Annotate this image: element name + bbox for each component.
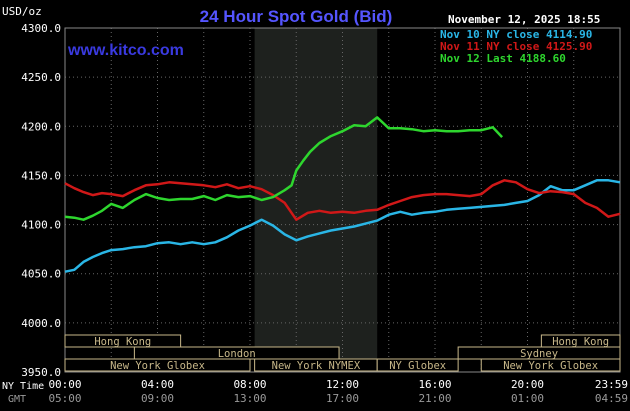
session-box — [480, 358, 621, 372]
legend: Nov 10 NY close 4114.90 Nov 11 NY close … — [440, 28, 592, 65]
session-box — [64, 334, 182, 348]
grid-lines — [64, 27, 621, 373]
x-tick-label-ny: 23:59 — [595, 378, 628, 391]
x-tick-label-ny: 08:00 — [233, 378, 266, 391]
y-tick-label: 4050.0 — [21, 268, 61, 281]
y-tick-label: 4150.0 — [21, 169, 61, 182]
series-line-nov11 — [64, 179, 621, 221]
watermark: www.kitco.com — [67, 42, 184, 59]
y-tick-label: 4200.0 — [21, 120, 61, 133]
y-tick-label: 4300.0 — [21, 22, 61, 35]
x-tick-label-gmt: 01:00 — [511, 392, 544, 405]
y-tick-label: 4000.0 — [21, 317, 61, 330]
plot-frame — [64, 27, 621, 373]
price-series — [64, 116, 621, 273]
session-label: Sydney — [520, 348, 558, 360]
ny-time-label: NY Time — [2, 381, 44, 392]
x-tick-label-ny: 20:00 — [511, 378, 544, 391]
y-tick-label: 3950.0 — [21, 366, 61, 379]
session-box — [376, 358, 459, 372]
x-tick-label-gmt: 05:00 — [48, 392, 81, 405]
chart-title: 24 Hour Spot Gold (Bid) — [200, 7, 393, 26]
gmt-label: GMT — [8, 394, 26, 405]
session-label: Hong Kong — [552, 336, 609, 348]
x-tick-label-gmt: 13:00 — [233, 392, 266, 405]
x-tick-label-gmt: 09:00 — [141, 392, 174, 405]
x-tick-label-gmt: 17:00 — [326, 392, 359, 405]
session-label: New York Globex — [110, 360, 205, 372]
x-tick-label-ny: 12:00 — [326, 378, 359, 391]
ny-session-shade — [254, 28, 378, 372]
session-label: New York Globex — [503, 360, 598, 372]
y-unit-label: USD/oz — [2, 5, 42, 18]
session-label: London — [218, 348, 256, 360]
session-label: New York NYMEX — [272, 360, 361, 372]
x-tick-label-ny: 04:00 — [141, 378, 174, 391]
legend-nov11: Nov 11 NY close 4125.90 — [440, 40, 592, 53]
session-label: Hong Kong — [94, 336, 151, 348]
y-axis-ticks: 3950.0 4000.0 4050.0 4100.0 4150.0 4200.0 4250… — [21, 22, 61, 379]
x-tick-label-gmt: 21:00 — [418, 392, 451, 405]
series-line-nov12 — [64, 116, 504, 221]
x-tick-label-gmt: 04:59 — [595, 392, 628, 405]
series-line-nov10 — [64, 179, 621, 273]
legend-nov10: Nov 10 NY close 4114.90 — [440, 28, 592, 41]
y-tick-label: 4100.0 — [21, 219, 61, 232]
session-label: NY Globex — [389, 360, 446, 372]
y-tick-label: 4250.0 — [21, 71, 61, 84]
session-box — [64, 358, 251, 372]
timestamp: November 12, 2025 18:55 — [448, 13, 600, 26]
legend-nov12: Nov 12 Last 4188.60 — [440, 52, 566, 65]
x-tick-label-ny: 00:00 — [48, 378, 81, 391]
x-tick-label-ny: 16:00 — [418, 378, 451, 391]
